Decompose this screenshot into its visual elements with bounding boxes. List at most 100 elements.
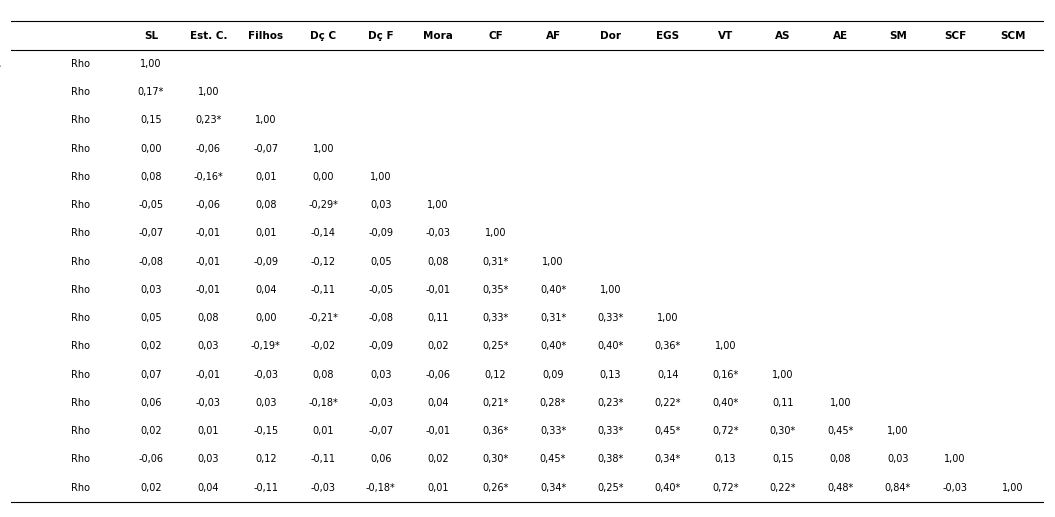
Text: 0,09: 0,09	[542, 370, 563, 379]
Text: 0,36*: 0,36*	[655, 341, 682, 352]
Text: 0,07: 0,07	[140, 370, 161, 379]
Text: Rho: Rho	[72, 87, 91, 97]
Text: 0,11: 0,11	[427, 313, 449, 323]
Text: 0,34*: 0,34*	[540, 482, 567, 493]
Text: 1,00: 1,00	[772, 370, 793, 379]
Text: -0,18*: -0,18*	[366, 482, 396, 493]
Text: Rho: Rho	[72, 256, 91, 267]
Text: 0,35*: 0,35*	[482, 285, 509, 295]
Text: 1,00: 1,00	[255, 115, 276, 125]
Text: 0,33*: 0,33*	[482, 313, 509, 323]
Text: 0,30*: 0,30*	[770, 426, 795, 436]
Text: Rho: Rho	[72, 482, 91, 493]
Text: -0,02: -0,02	[311, 341, 335, 352]
Text: -0,08: -0,08	[368, 313, 394, 323]
Text: 0,08: 0,08	[140, 172, 161, 182]
Text: Rho: Rho	[72, 426, 91, 436]
Text: 0,14: 0,14	[657, 370, 678, 379]
Text: 0,34*: 0,34*	[655, 454, 682, 464]
Text: -0,12: -0,12	[311, 256, 335, 267]
Text: EGS: EGS	[656, 31, 679, 40]
Text: 0,33*: 0,33*	[540, 426, 567, 436]
Text: 1,00: 1,00	[140, 59, 161, 69]
Text: 0,08: 0,08	[427, 256, 449, 267]
Text: 0,01: 0,01	[255, 172, 276, 182]
Text: 0,02: 0,02	[427, 341, 449, 352]
Text: 0,13: 0,13	[599, 370, 621, 379]
Text: 0,23*: 0,23*	[195, 115, 222, 125]
Text: 0,02: 0,02	[140, 341, 161, 352]
Text: SM: SM	[888, 31, 906, 40]
Text: 0,11: 0,11	[772, 398, 793, 408]
Text: 1,00: 1,00	[312, 144, 334, 154]
Text: 1,00: 1,00	[542, 256, 563, 267]
Text: 1,00: 1,00	[657, 313, 678, 323]
Text: -0,06: -0,06	[138, 454, 164, 464]
Text: 0,05: 0,05	[140, 313, 161, 323]
Text: 0,06: 0,06	[140, 398, 161, 408]
Text: 1,00: 1,00	[197, 87, 219, 97]
Text: 0,04: 0,04	[197, 482, 219, 493]
Text: -0,11: -0,11	[311, 454, 335, 464]
Text: 0,01: 0,01	[197, 426, 219, 436]
Text: 0,40*: 0,40*	[540, 285, 567, 295]
Text: 0,31*: 0,31*	[540, 313, 567, 323]
Text: -0,01: -0,01	[196, 229, 220, 238]
Text: 0,03: 0,03	[370, 370, 391, 379]
Text: 0,03: 0,03	[140, 285, 161, 295]
Text: -0,07: -0,07	[368, 426, 394, 436]
Text: 0,26*: 0,26*	[482, 482, 509, 493]
Text: 0,04: 0,04	[255, 285, 276, 295]
Text: SCF: SCF	[944, 31, 966, 40]
Text: 0,25*: 0,25*	[597, 482, 624, 493]
Text: -0,11: -0,11	[253, 482, 279, 493]
Text: Rho: Rho	[72, 313, 91, 323]
Text: -0,07: -0,07	[138, 229, 164, 238]
Text: 0,03: 0,03	[255, 398, 276, 408]
Text: Rho: Rho	[72, 341, 91, 352]
Text: -0,09: -0,09	[368, 229, 394, 238]
Text: 0,08: 0,08	[197, 313, 219, 323]
Text: 0,00: 0,00	[255, 313, 276, 323]
Text: -0,11: -0,11	[311, 285, 335, 295]
Text: SCM: SCM	[1000, 31, 1025, 40]
Text: 1,00: 1,00	[370, 172, 391, 182]
Text: CF: CF	[488, 31, 503, 40]
Text: 0,12: 0,12	[485, 370, 506, 379]
Text: Rho: Rho	[72, 200, 91, 210]
Text: -0,14: -0,14	[311, 229, 335, 238]
Text: Rho: Rho	[72, 59, 91, 69]
Text: 0,08: 0,08	[829, 454, 851, 464]
Text: 1,00: 1,00	[485, 229, 506, 238]
Text: -0,03: -0,03	[196, 398, 220, 408]
Text: 0,06: 0,06	[370, 454, 391, 464]
Text: 0,40*: 0,40*	[597, 341, 624, 352]
Text: -0,06: -0,06	[425, 370, 450, 379]
Text: 0,72*: 0,72*	[712, 482, 738, 493]
Text: Rho: Rho	[72, 172, 91, 182]
Text: -0,03: -0,03	[368, 398, 394, 408]
Text: 0,23*: 0,23*	[597, 398, 624, 408]
Text: -0,21*: -0,21*	[308, 313, 339, 323]
Text: 0,16*: 0,16*	[712, 370, 738, 379]
Text: 0,40*: 0,40*	[540, 341, 567, 352]
Text: Rho: Rho	[72, 229, 91, 238]
Text: 1,00: 1,00	[1002, 482, 1023, 493]
Text: 0,15: 0,15	[772, 454, 793, 464]
Text: 0,00: 0,00	[312, 172, 334, 182]
Text: -0,06: -0,06	[196, 200, 220, 210]
Text: -0,18*: -0,18*	[308, 398, 339, 408]
Text: Rho: Rho	[72, 454, 91, 464]
Text: 0,38*: 0,38*	[597, 454, 624, 464]
Text: 0,22*: 0,22*	[769, 482, 797, 493]
Text: -0,03: -0,03	[253, 370, 279, 379]
Text: 0,40*: 0,40*	[712, 398, 738, 408]
Text: 0,15: 0,15	[140, 115, 161, 125]
Text: 0,45*: 0,45*	[827, 426, 853, 436]
Text: 0,03: 0,03	[887, 454, 908, 464]
Text: AS: AS	[775, 31, 790, 40]
Text: 1,00: 1,00	[829, 398, 851, 408]
Text: 0,25*: 0,25*	[482, 341, 509, 352]
Text: 0,01: 0,01	[427, 482, 449, 493]
Text: -0,01: -0,01	[196, 285, 220, 295]
